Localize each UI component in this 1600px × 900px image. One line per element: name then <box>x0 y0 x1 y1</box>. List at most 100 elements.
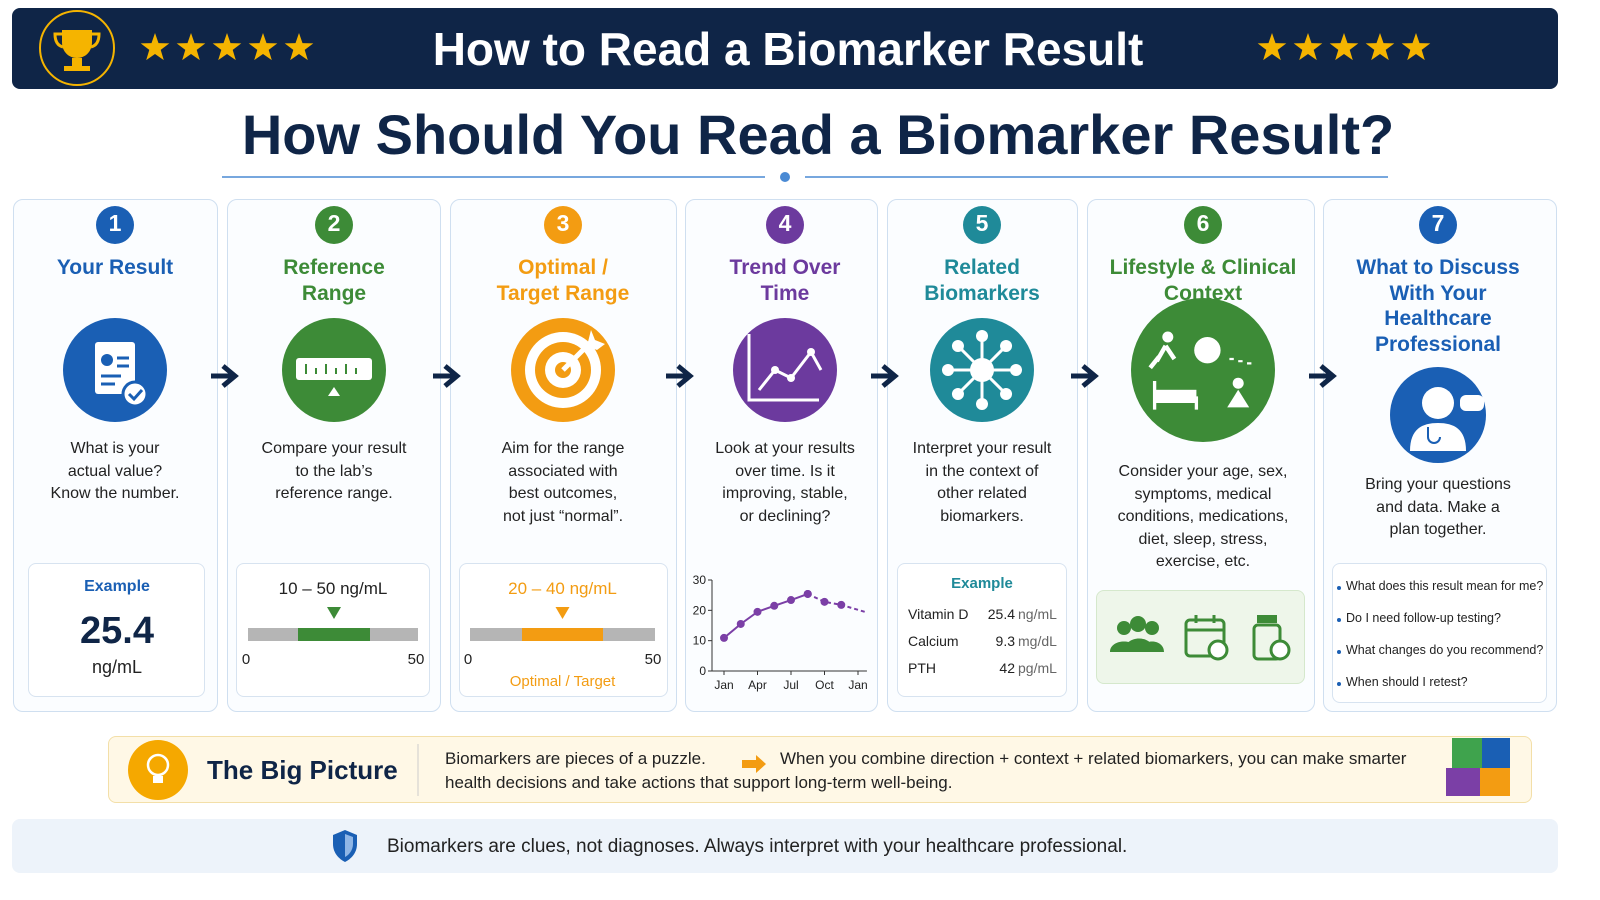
trend-point <box>770 601 779 610</box>
bullet <box>1337 650 1341 654</box>
step-description: plan together. <box>1389 521 1487 538</box>
step-description: to the lab’s <box>295 462 373 480</box>
footer-text: Biomarkers are clues, not diagnoses. Alw… <box>387 836 1128 857</box>
step-title: With Your <box>1389 281 1487 305</box>
step-description: or declining? <box>739 507 831 525</box>
biomarker-unit: ng/mL <box>1018 606 1057 622</box>
x-tick-label: Jul <box>783 678 798 692</box>
big-picture-bar <box>108 736 1532 803</box>
trend-point <box>720 633 728 642</box>
step-icon <box>1131 298 1275 442</box>
range-min: 0 <box>241 651 251 668</box>
question: Do I need follow-up testing? <box>1346 611 1501 625</box>
big-picture-lead: Biomarkers are pieces of a puzzle. <box>445 749 706 768</box>
step-number: 2 <box>327 210 341 236</box>
step-description: Look at your results <box>715 440 855 457</box>
trend-point <box>820 597 829 606</box>
x-tick-label: Jan <box>848 678 867 692</box>
question: When should I retest? <box>1346 675 1468 689</box>
step-description: Aim for the range <box>501 440 625 457</box>
step-badge <box>1184 206 1222 244</box>
question: What changes do you recommend? <box>1346 643 1544 657</box>
step-icon <box>930 318 1034 422</box>
step-number: 6 <box>1196 210 1210 236</box>
flow-arrow <box>211 364 239 388</box>
range-caption: Optimal / Target <box>509 673 616 690</box>
step-description: and data. Make a <box>1376 498 1500 516</box>
step-icon <box>733 318 837 422</box>
example-box <box>28 563 205 697</box>
biomarker-unit: mg/dL <box>1018 633 1057 649</box>
step-description: Bring your questions <box>1365 476 1511 493</box>
step-description: associated with <box>508 462 618 480</box>
trend-chart: 0 10 20 30 Jan Apr Jul Oct Jan <box>693 573 868 692</box>
biomarker-name: Calcium <box>908 633 959 649</box>
x-tick-label: Apr <box>748 678 767 692</box>
footer-bar <box>12 819 1558 873</box>
step-description: Compare your result <box>261 440 407 457</box>
context-icons-art <box>1110 615 1291 661</box>
context-icons <box>1096 590 1305 684</box>
example-value: 25.4 <box>80 610 154 652</box>
step-title: Related <box>944 256 1020 279</box>
step-description: other related <box>937 485 1027 502</box>
step-title: Trend Over <box>729 256 841 279</box>
range-gauge <box>470 607 655 641</box>
step-icon <box>63 318 167 422</box>
biomarker-value: 25.4 <box>987 606 1015 622</box>
x-tick-label: Oct <box>815 678 834 692</box>
step-badge <box>1419 206 1457 244</box>
range-max: 50 <box>407 651 425 668</box>
shield-icon <box>333 830 357 862</box>
bullet <box>1337 682 1341 686</box>
step-description: What is your <box>70 440 160 457</box>
step-icon <box>511 318 615 422</box>
example-unit: ng/mL <box>91 657 143 677</box>
y-tick-label: 10 <box>693 634 707 648</box>
main-title: How Should You Read a Biomarker Result? <box>241 103 1395 166</box>
step-title: Healthcare <box>1384 307 1492 330</box>
trend-point <box>753 607 762 616</box>
x-tick-label: Jan <box>714 678 733 692</box>
step-title: Reference <box>283 256 385 279</box>
example-box <box>897 563 1067 697</box>
big-picture-icons <box>128 738 1510 800</box>
y-tick-label: 20 <box>693 603 707 617</box>
step-description: Consider your age, sex, <box>1118 463 1288 480</box>
step-description: conditions, medications, <box>1117 508 1289 525</box>
big-picture-text: health decisions and take actions that s… <box>445 773 953 792</box>
question: What does this result mean for me? <box>1346 579 1544 593</box>
header-title: How to Read a Biomarker Result <box>432 23 1144 75</box>
step-description: reference range. <box>275 485 393 502</box>
y-tick-label: 0 <box>699 664 706 678</box>
header-decor <box>39 10 1431 86</box>
trend-point <box>803 589 812 598</box>
step-badge <box>96 206 134 244</box>
range-label: 10 – 50 ng/mL <box>278 579 388 598</box>
biomarker-name: PTH <box>908 660 936 676</box>
step-badge <box>766 206 804 244</box>
step-description: best outcomes, <box>508 485 618 502</box>
y-tick-label: 30 <box>693 573 707 587</box>
example-label: Example <box>951 575 1013 592</box>
bullet <box>1337 586 1341 590</box>
step-icon <box>1390 367 1486 463</box>
step-description: improving, stable, <box>722 485 848 502</box>
step-badge <box>544 206 582 244</box>
step-description: in the context of <box>925 462 1039 480</box>
step-number: 1 <box>108 210 122 236</box>
range-max: 50 <box>644 651 662 668</box>
step-icon <box>282 318 386 422</box>
flow-arrow <box>433 364 461 388</box>
biomarker-value: 9.3 <box>995 633 1015 649</box>
step-title: Biomarkers <box>924 281 1040 305</box>
step-title: Range <box>301 281 367 305</box>
biomarker-unit: pg/mL <box>1018 660 1057 676</box>
step-description: biomarkers. <box>940 507 1024 525</box>
range-label: 20 – 40 ng/mL <box>508 579 617 598</box>
step-title: Optimal / <box>518 256 608 279</box>
big-picture-title: The Big Picture <box>207 755 398 785</box>
questions-box <box>1332 563 1547 703</box>
step-title: Professional <box>1374 332 1502 356</box>
